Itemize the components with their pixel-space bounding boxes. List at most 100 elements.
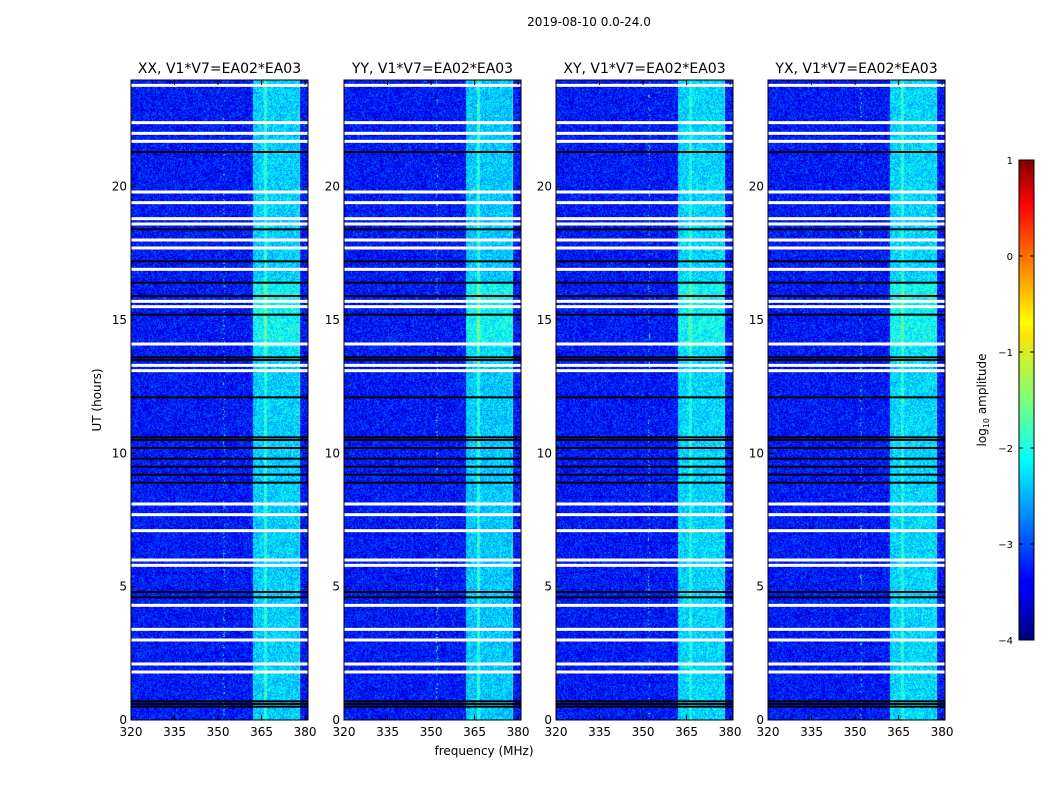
flagged-row-white [131, 217, 308, 221]
colorbar-tick-label: −2 [998, 444, 1013, 455]
flagged-row-white [131, 201, 308, 205]
flagged-row-white [131, 131, 308, 135]
flagged-row-white [768, 529, 945, 533]
flagged-row-white [768, 238, 945, 242]
flagged-row-white [556, 502, 733, 506]
flagged-row-white [131, 299, 308, 303]
waterfall-canvas [131, 80, 308, 720]
waterfall-image [556, 80, 733, 720]
flagged-row-black [768, 281, 945, 284]
colorbar-gradient [1018, 159, 1035, 641]
flagged-row-white [344, 139, 521, 143]
flagged-row-white [556, 363, 733, 367]
flagged-row-black [768, 700, 945, 703]
y-tick-label: 10 [325, 446, 340, 460]
flagged-row-black [768, 481, 945, 484]
flagged-row-white [344, 246, 521, 250]
flagged-row-white [131, 638, 308, 642]
y-tick-label: 0 [756, 713, 764, 727]
flagged-row-black [131, 436, 308, 439]
flagged-row-white [344, 267, 521, 271]
flagged-row-white [768, 131, 945, 135]
x-tick-label: 335 [376, 725, 399, 739]
flagged-row-white [131, 502, 308, 506]
flagged-row-black [131, 359, 308, 361]
flagged-row-white [556, 558, 733, 562]
x-tick-label: 380 [507, 725, 530, 739]
flagged-row-white [556, 563, 733, 567]
panel-title: YX, V1*V7=EA02*EA03 [774, 61, 937, 77]
y-tick-label: 20 [112, 180, 127, 194]
flagged-row-white [131, 267, 308, 271]
y-tick-label: 5 [332, 580, 340, 594]
flagged-row-white [768, 342, 945, 346]
flagged-row-black [344, 359, 521, 361]
flagged-row-black [556, 260, 733, 263]
flagged-row-black [131, 596, 308, 599]
flagged-row-white [344, 563, 521, 567]
flagged-row-white [768, 201, 945, 205]
flagged-row-white [556, 603, 733, 607]
flagged-row-black [344, 436, 521, 439]
y-tick-label: 0 [119, 713, 127, 727]
flagged-row-black [344, 356, 521, 359]
waterfall-canvas [768, 80, 945, 720]
flagged-row-black [556, 596, 733, 599]
flagged-row-white [344, 627, 521, 631]
flagged-row-black [556, 703, 733, 705]
colorbar-tick-label: −4 [998, 636, 1013, 647]
flagged-row-black [344, 481, 521, 484]
x-tick-label: 350 [632, 725, 655, 739]
flagged-row-black [344, 700, 521, 703]
y-tick-label: 15 [749, 313, 764, 327]
flagged-row-white [344, 217, 521, 221]
flagged-row-black [131, 439, 308, 441]
panel-xy: XY, V1*V7=EA02*EA03 320 335 350 365 380 0 5 10 15… [537, 61, 742, 739]
x-tick-label: 365 [675, 725, 698, 739]
panel-frame [555, 79, 734, 721]
flagged-row-white [131, 627, 308, 631]
flagged-row-black [556, 457, 733, 460]
y-tick-label: 10 [537, 446, 552, 460]
waterfall-image [131, 80, 308, 720]
flagged-row-white [556, 369, 733, 373]
flagged-row-black [556, 281, 733, 284]
panel-xx: XX, V1*V7=EA02*EA03 320 335 350 365 380 0 5 10 15… [112, 61, 317, 739]
flagged-row-black [556, 473, 733, 476]
flagged-row-black [556, 359, 733, 361]
flagged-row-black [768, 447, 945, 449]
flagged-row-black [131, 700, 308, 703]
flagged-row-white [768, 363, 945, 367]
flagged-row-white [131, 558, 308, 562]
flagged-row-black [556, 465, 733, 468]
flagged-row-white [131, 563, 308, 567]
colorbar-tick-label: −1 [998, 348, 1013, 359]
flagged-row-black [556, 700, 733, 703]
flagged-row-white [131, 363, 308, 367]
flagged-row-white [556, 83, 733, 87]
flagged-row-black [768, 260, 945, 263]
x-tick-label: 350 [207, 725, 230, 739]
flagged-row-white [131, 190, 308, 194]
flagged-row-white [344, 222, 521, 226]
x-tick-label: 365 [887, 725, 910, 739]
flagged-row-black [768, 436, 945, 439]
x-tick-label: 365 [250, 725, 273, 739]
flagged-row-white [344, 529, 521, 533]
flagged-row-black [131, 457, 308, 460]
flagged-row-white [768, 83, 945, 87]
flagged-row-white [131, 513, 308, 517]
panel-title: XY, V1*V7=EA02*EA03 [563, 61, 725, 77]
flagged-row-black [344, 591, 521, 593]
x-axis-label: frequency (MHz) [434, 744, 533, 758]
flagged-row-white [556, 638, 733, 642]
flagged-row-white [344, 238, 521, 242]
colorbar: 1 0 −1 −2 −3 −4 log10 amplitude [975, 156, 1035, 647]
flagged-row-black [344, 457, 521, 460]
flagged-row-white [768, 222, 945, 226]
flagged-row-black [131, 591, 308, 593]
flagged-row-white [131, 246, 308, 250]
y-tick-label: 15 [112, 313, 127, 327]
flagged-row-black [344, 228, 521, 231]
waterfall-canvas [344, 80, 521, 720]
